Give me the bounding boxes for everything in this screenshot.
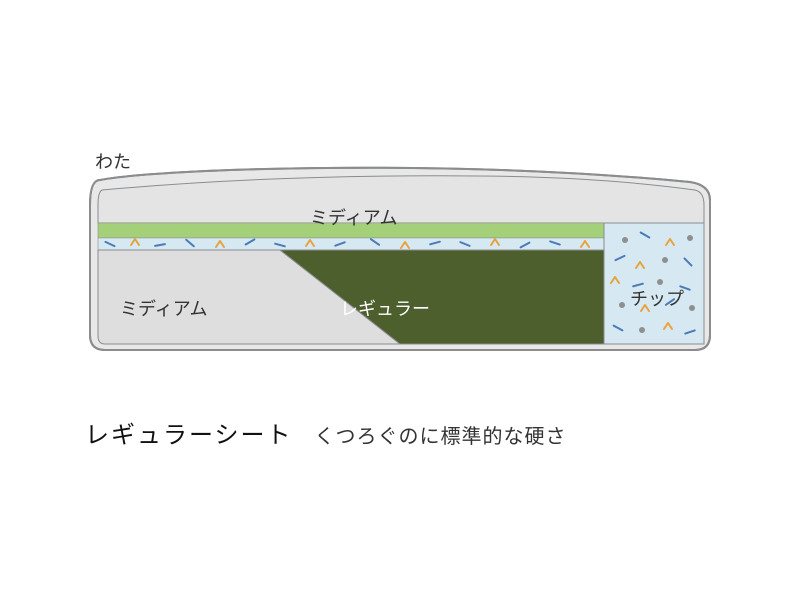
caption-subtitle: くつろぐのに標準的な硬さ [315,420,567,449]
label-medium-left: ミディアム [120,295,207,321]
caption-row: レギュラーシート くつろぐのに標準的な硬さ [85,415,567,450]
label-chip: チップ [630,285,684,311]
cushion-cross-section-diagram [80,150,720,370]
diagram-svg [80,150,720,370]
label-regular: レギュラー [340,295,430,321]
label-medium-top: ミディアム [310,204,397,230]
label-wata: わた [95,148,131,174]
caption-title: レギュラーシート [85,415,293,450]
